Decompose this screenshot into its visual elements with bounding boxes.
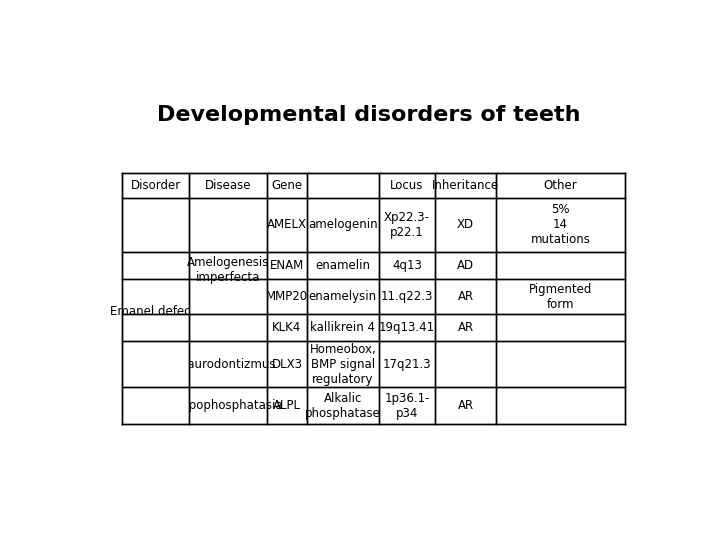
Text: enamelysin: enamelysin: [309, 290, 377, 303]
Text: AR: AR: [457, 399, 474, 412]
Text: Homeobox,
BMP signal
regulatory: Homeobox, BMP signal regulatory: [310, 343, 376, 386]
Text: Developmental disorders of teeth: Developmental disorders of teeth: [157, 105, 581, 125]
Text: Inheritance: Inheritance: [432, 179, 499, 192]
Text: ENAM: ENAM: [270, 259, 304, 272]
Text: 11.q22.3: 11.q22.3: [381, 290, 433, 303]
Text: 17q21.3: 17q21.3: [382, 357, 431, 370]
Text: AD: AD: [457, 259, 474, 272]
Text: Alkalic
phosphatase: Alkalic phosphatase: [305, 392, 381, 420]
Text: 19q13.41: 19q13.41: [379, 321, 435, 334]
Text: ALPL: ALPL: [273, 399, 301, 412]
Text: Taurodontizmus: Taurodontizmus: [181, 357, 275, 370]
Text: MMP20: MMP20: [266, 290, 308, 303]
Text: kallikrein 4: kallikrein 4: [310, 321, 375, 334]
Text: 4q13: 4q13: [392, 259, 422, 272]
Text: Xp22.3-
p22.1: Xp22.3- p22.1: [384, 211, 430, 239]
Text: Hypophosphatasia: Hypophosphatasia: [174, 399, 283, 412]
Bar: [189, 198, 267, 341]
Text: Amelogenesis
imperfecta: Amelogenesis imperfecta: [187, 255, 269, 284]
Text: Emanel defects: Emanel defects: [110, 305, 202, 318]
Text: Gene: Gene: [271, 179, 302, 192]
Text: XD: XD: [457, 218, 474, 231]
Text: AR: AR: [457, 290, 474, 303]
Text: Disorder: Disorder: [131, 179, 181, 192]
Text: Locus: Locus: [390, 179, 423, 192]
Text: Other: Other: [544, 179, 577, 192]
Text: AMELX: AMELX: [267, 218, 307, 231]
Text: Disease: Disease: [205, 179, 251, 192]
Text: Pigmented
form: Pigmented form: [528, 282, 592, 310]
Text: enamelin: enamelin: [315, 259, 370, 272]
Text: DLX3: DLX3: [271, 357, 302, 370]
Text: 5%
14
mutations: 5% 14 mutations: [531, 204, 590, 246]
Text: 1p36.1-
p34: 1p36.1- p34: [384, 392, 430, 420]
Text: AR: AR: [457, 321, 474, 334]
Text: amelogenin: amelogenin: [308, 218, 377, 231]
Text: KLK4: KLK4: [272, 321, 302, 334]
Bar: [122, 198, 189, 424]
